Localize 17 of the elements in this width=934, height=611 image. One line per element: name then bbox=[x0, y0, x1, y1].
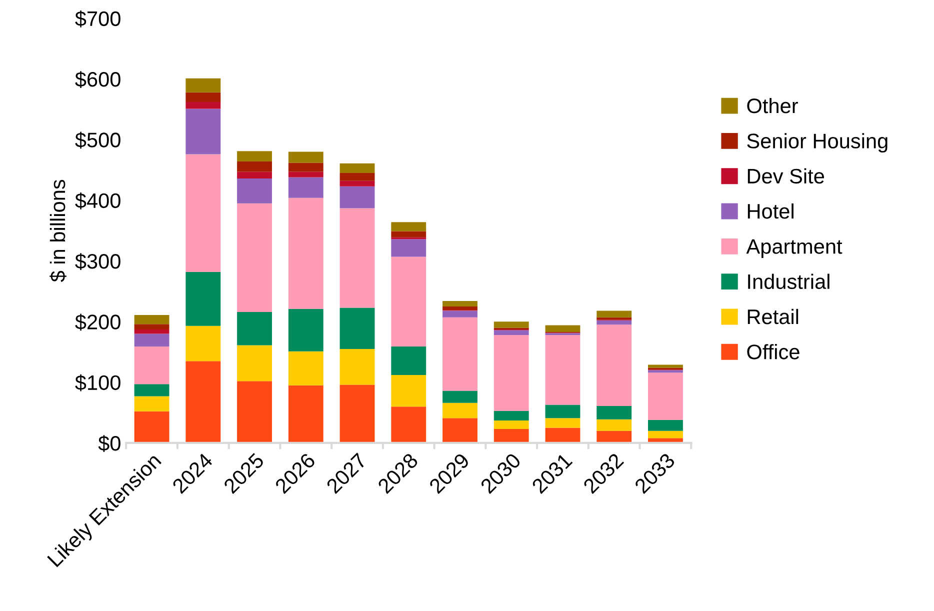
y-tick-label: $700 bbox=[75, 10, 120, 28]
y-tick-label: $400 bbox=[75, 192, 120, 210]
y-tick-label: $200 bbox=[75, 314, 120, 331]
y-tick-label: $0 bbox=[98, 435, 120, 452]
y-tick-label: $100 bbox=[75, 374, 120, 392]
y-axis-title: $ in billions bbox=[50, 180, 66, 282]
legend-label: Senior Housing bbox=[747, 133, 888, 153]
legend-label: Other bbox=[747, 98, 798, 114]
y-tick-label: $500 bbox=[75, 132, 120, 149]
y-tick-label: $300 bbox=[75, 253, 120, 270]
legend-label: Industrial bbox=[748, 274, 830, 290]
legend-label: Dev Site bbox=[748, 168, 824, 184]
legend-label: Office bbox=[747, 344, 800, 360]
y-tick-label: $600 bbox=[75, 71, 120, 88]
legend-label: Hotel bbox=[748, 203, 794, 219]
legend-label: Retail bbox=[748, 308, 798, 324]
legend-label: Apartment bbox=[746, 239, 842, 258]
